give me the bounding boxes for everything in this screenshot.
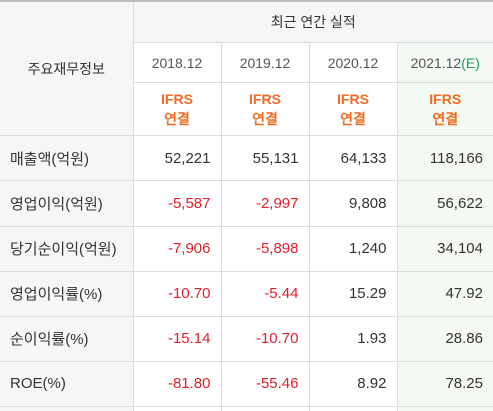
table-row: 매출액(억원) 52,221 55,131 64,133 118,166	[0, 135, 493, 182]
table-row: ROE(%) -81.80 -55.46 8.92 78.25	[0, 361, 493, 407]
value-cell: -81.80	[133, 361, 222, 407]
table-tail-row	[0, 406, 493, 411]
row-label: 영업이익(억원)	[0, 180, 134, 227]
standard-header-row: IFRS 연결 IFRS 연결 IFRS 연결 IFRS 연결	[0, 82, 493, 137]
value-cell: 56,622	[397, 180, 493, 227]
value-cell: 15.29	[309, 271, 398, 317]
accounting-standard: IFRS 연결	[133, 82, 222, 137]
standard-line1: IFRS	[249, 91, 281, 108]
value-cell: 52,221	[133, 135, 222, 182]
value-cell: -7,906	[133, 226, 222, 272]
value-cell: 118,166	[397, 135, 493, 182]
standard-line1: IFRS	[337, 91, 369, 108]
tail-cell	[309, 406, 398, 411]
value-cell: 78.25	[397, 361, 493, 407]
year-header-estimate: 2021.12(E)	[397, 42, 493, 84]
standard-line1: IFRS	[429, 91, 462, 108]
value-cell: 64,133	[309, 135, 398, 182]
accounting-standard: IFRS 연결	[397, 82, 493, 137]
row-label: 당기순이익(억원)	[0, 226, 134, 272]
year-label: 2018.12	[151, 54, 203, 71]
year-label: 2021.12	[410, 54, 462, 71]
value-cell: 55,131	[221, 135, 310, 182]
tail-cell	[397, 406, 493, 411]
value-cell: -55.46	[221, 361, 310, 407]
accounting-standard: IFRS 연결	[221, 82, 310, 137]
value-cell: -5,587	[133, 180, 222, 227]
value-cell: 1,240	[309, 226, 398, 272]
value-cell: 47.92	[397, 271, 493, 317]
value-cell: 1.93	[309, 316, 398, 362]
value-cell: 9,808	[309, 180, 398, 227]
accounting-standard: IFRS 연결	[309, 82, 398, 137]
table-row: 영업이익(억원) -5,587 -2,997 9,808 56,622	[0, 180, 493, 227]
standard-line2: 연결	[340, 111, 366, 128]
value-cell: -5,898	[221, 226, 310, 272]
tail-cell	[221, 406, 310, 411]
row-label: 순이익률(%)	[0, 316, 134, 362]
row-label: ROE(%)	[0, 361, 134, 407]
year-label: 2019.12	[239, 54, 291, 71]
value-cell: -5.44	[221, 271, 310, 317]
standard-line2: 연결	[164, 111, 190, 128]
year-header-row: 2018.12 2019.12 2020.12 2021.12(E)	[0, 42, 493, 84]
standard-line2: 연결	[432, 111, 459, 128]
group-header-row: 주요재무정보 최근 연간 실적	[0, 0, 493, 137]
standard-line1: IFRS	[161, 91, 193, 108]
tail-cell	[0, 406, 134, 411]
row-label: 영업이익률(%)	[0, 271, 134, 317]
value-cell: -10.70	[221, 316, 310, 362]
standard-line2: 연결	[252, 111, 278, 128]
value-cell: -15.14	[133, 316, 222, 362]
tail-cell	[133, 406, 222, 411]
table-label-header: 주요재무정보	[0, 0, 134, 137]
period-group-header: 최근 연간 실적	[133, 0, 493, 44]
value-cell: 28.86	[397, 316, 493, 362]
table-row: 순이익률(%) -15.14 -10.70 1.93 28.86	[0, 316, 493, 362]
year-header: 2020.12	[309, 42, 398, 84]
year-header: 2018.12	[133, 42, 222, 84]
estimate-mark: (E)	[461, 54, 480, 71]
row-label: 매출액(억원)	[0, 135, 134, 182]
value-cell: -10.70	[133, 271, 222, 317]
table-row: 당기순이익(억원) -7,906 -5,898 1,240 34,104	[0, 226, 493, 272]
year-label: 2020.12	[327, 54, 379, 71]
year-header: 2019.12	[221, 42, 310, 84]
value-cell: 34,104	[397, 226, 493, 272]
table-row: 영업이익률(%) -10.70 -5.44 15.29 47.92	[0, 271, 493, 317]
value-cell: 8.92	[309, 361, 398, 407]
value-cell: -2,997	[221, 180, 310, 227]
